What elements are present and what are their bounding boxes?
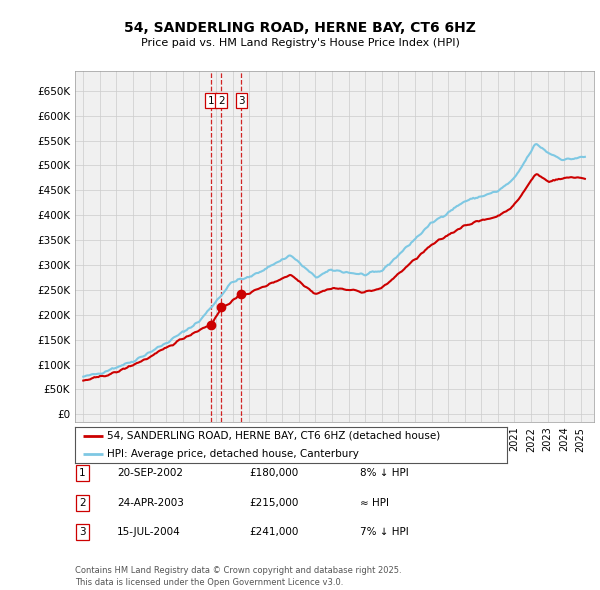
Text: HPI: Average price, detached house, Canterbury: HPI: Average price, detached house, Cant… xyxy=(107,449,359,459)
Text: 1: 1 xyxy=(79,468,86,478)
Text: 54, SANDERLING ROAD, HERNE BAY, CT6 6HZ (detached house): 54, SANDERLING ROAD, HERNE BAY, CT6 6HZ … xyxy=(107,431,440,441)
Text: ≈ HPI: ≈ HPI xyxy=(360,498,389,507)
Text: 7% ↓ HPI: 7% ↓ HPI xyxy=(360,527,409,537)
Text: £241,000: £241,000 xyxy=(249,527,298,537)
Text: 3: 3 xyxy=(238,96,245,106)
Text: 54, SANDERLING ROAD, HERNE BAY, CT6 6HZ: 54, SANDERLING ROAD, HERNE BAY, CT6 6HZ xyxy=(124,21,476,35)
Text: 2: 2 xyxy=(79,498,86,507)
Text: 20-SEP-2002: 20-SEP-2002 xyxy=(117,468,183,478)
Text: Contains HM Land Registry data © Crown copyright and database right 2025.
This d: Contains HM Land Registry data © Crown c… xyxy=(75,566,401,587)
Text: 8% ↓ HPI: 8% ↓ HPI xyxy=(360,468,409,478)
Text: 2: 2 xyxy=(218,96,224,106)
Text: 24-APR-2003: 24-APR-2003 xyxy=(117,498,184,507)
Text: 1: 1 xyxy=(208,96,215,106)
Text: 15-JUL-2004: 15-JUL-2004 xyxy=(117,527,181,537)
Text: Price paid vs. HM Land Registry's House Price Index (HPI): Price paid vs. HM Land Registry's House … xyxy=(140,38,460,48)
Text: £180,000: £180,000 xyxy=(249,468,298,478)
Text: £215,000: £215,000 xyxy=(249,498,298,507)
Text: 3: 3 xyxy=(79,527,86,537)
